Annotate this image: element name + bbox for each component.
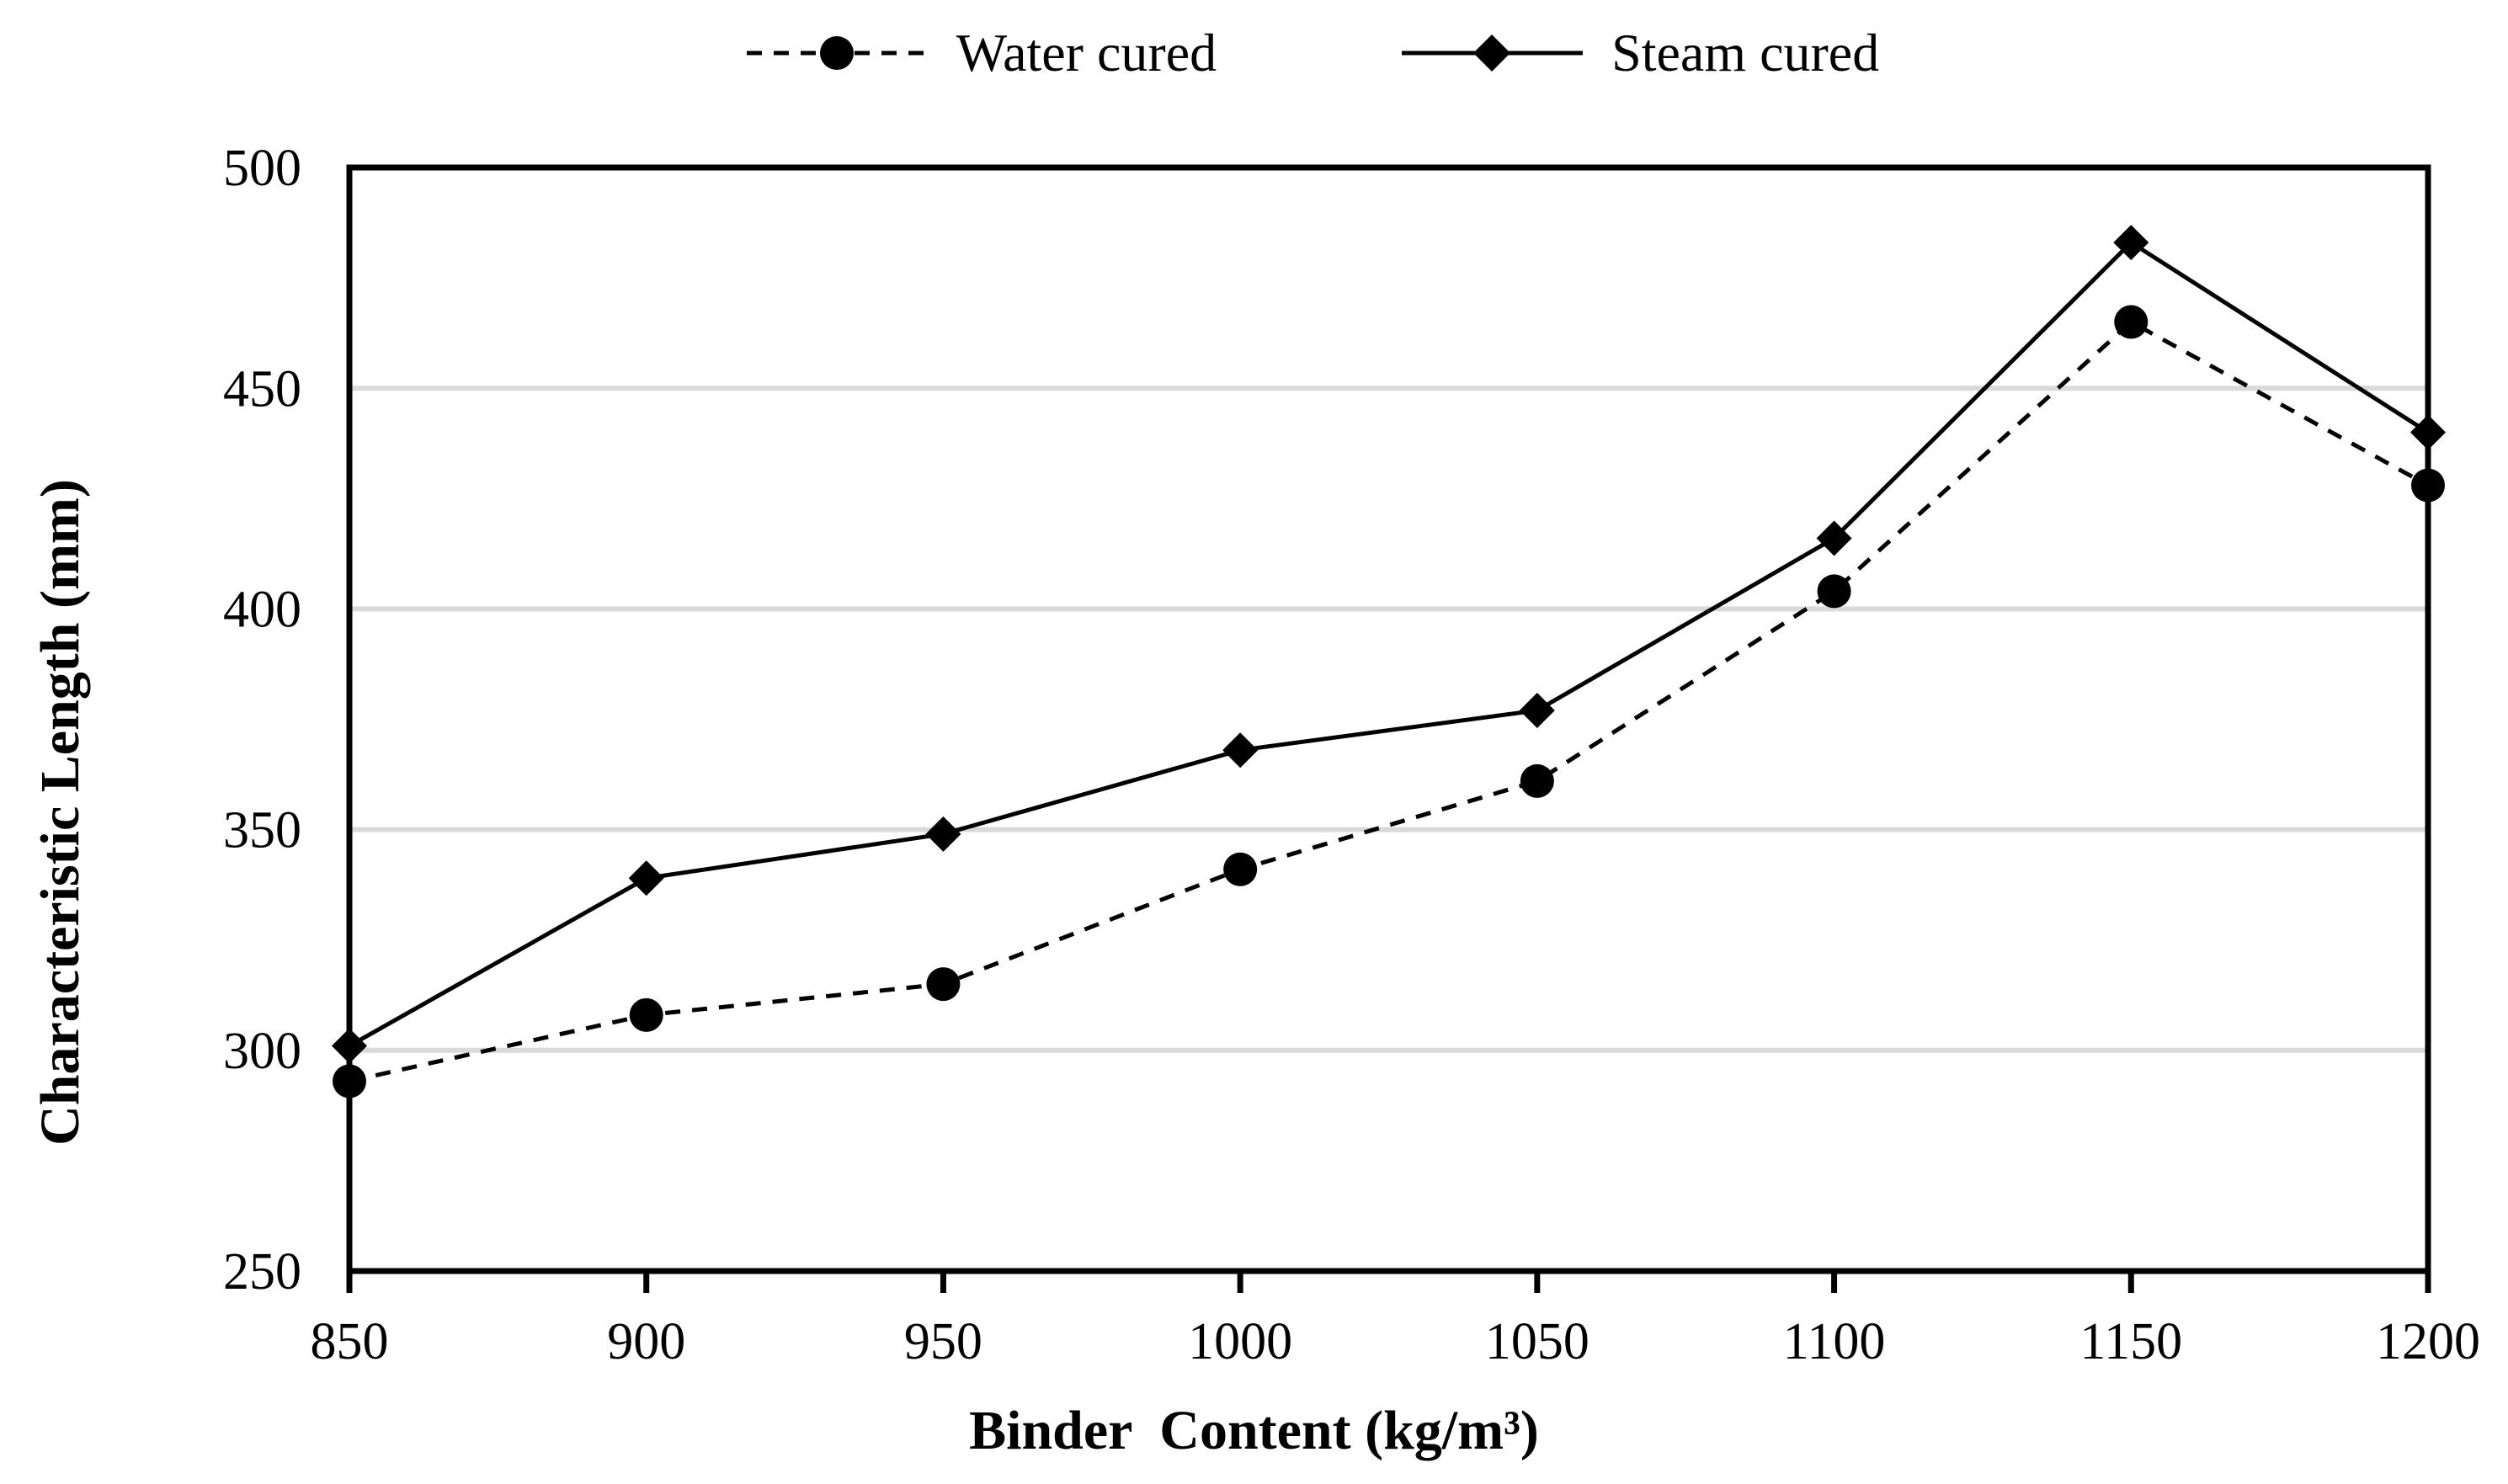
steam-cured-marker (628, 860, 664, 896)
steam-cured-line (348, 239, 2430, 1048)
y-tick-label: 250 (223, 1243, 301, 1300)
water-cured-marker (926, 967, 961, 1002)
x-tick-label: 950 (904, 1313, 982, 1370)
y-tick-label: 450 (223, 360, 301, 418)
x-tick-label: 1050 (1485, 1313, 1589, 1370)
x-tick-label: 1150 (2079, 1313, 2182, 1370)
y-tick-label: 350 (223, 802, 301, 859)
x-tick-label: 1100 (1783, 1313, 1886, 1370)
legend-label-steam-cured: Steam cured (1611, 23, 1880, 82)
water-cured-marker (1520, 763, 1554, 798)
steam-cured-marker (2410, 414, 2446, 450)
chart-legend: Water cured Steam cured (118, 22, 2508, 84)
plot-frame (346, 164, 2431, 1274)
water-cured-marker (2114, 305, 2149, 339)
y-tick-label: 500 (223, 140, 301, 197)
x-tick-label: 1000 (1188, 1313, 1292, 1370)
water-cured-marker (1817, 574, 1851, 609)
legend-label-water-cured: Water cured (956, 23, 1217, 82)
legend-item-steam-cured: Steam cured (1402, 22, 1879, 84)
water-cured-marker (1223, 852, 1258, 886)
x-tick-label: 900 (607, 1313, 685, 1370)
water-cured-marker (629, 997, 663, 1032)
x-axis-title: Binder Content (kg/m³) (969, 1400, 1539, 1461)
water-cured-marker (333, 1064, 366, 1098)
steam-cured-marker (1816, 520, 1852, 556)
y-axis-title: Characteristic Length (mm) (29, 479, 91, 1146)
steam-cured-marker (332, 1028, 367, 1064)
steam-cured-marker (2113, 225, 2149, 261)
y-tick-label: 400 (223, 581, 301, 638)
steam-cured-marker (1519, 693, 1555, 729)
x-tick-label: 1200 (2376, 1313, 2480, 1370)
y-tick-label: 300 (223, 1023, 301, 1080)
water-cured-marker (2411, 468, 2445, 503)
water-cured-line (349, 319, 2430, 1083)
x-tick-label: 850 (311, 1313, 389, 1370)
steam-cured-marker (925, 816, 961, 852)
steam-cured-marker (1222, 732, 1259, 769)
steam-cured-solid-line-icon (1402, 35, 1584, 72)
water-cured-dashed-line-icon (746, 36, 928, 70)
legend-item-water-cured: Water cured (746, 22, 1217, 84)
